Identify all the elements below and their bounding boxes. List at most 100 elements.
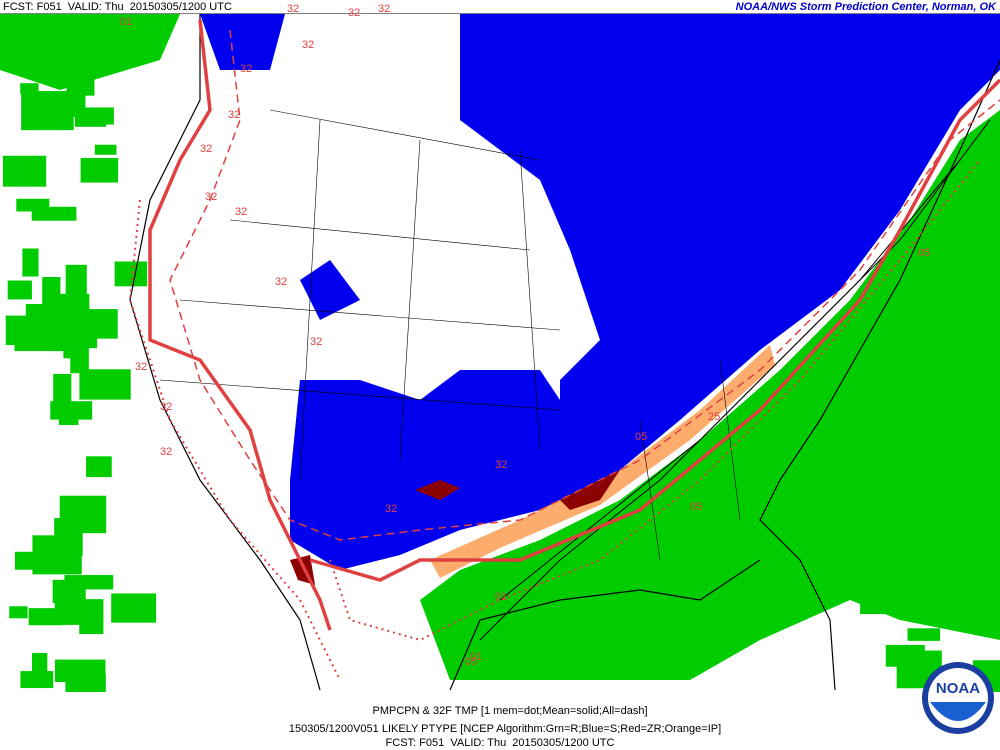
contour-label: 25 <box>708 411 720 423</box>
rain-patch <box>94 144 117 155</box>
rain-patch <box>2 155 47 187</box>
rain-patch <box>932 337 952 357</box>
header-left: FCST: F051 VALID: Thu 20150305/1200 UTC <box>3 1 232 13</box>
rain-patch <box>923 515 944 538</box>
snow-area <box>460 14 1000 470</box>
contour-label: 05 <box>690 501 702 513</box>
header-right: NOAA/NWS Storm Prediction Center, Norman… <box>736 1 997 13</box>
snow-area <box>200 14 285 70</box>
mean-32f-line <box>309 78 1000 582</box>
noaa-logo: NOAA <box>922 662 994 734</box>
rain-patch <box>20 83 39 94</box>
rain-patch <box>66 74 95 96</box>
logo-text: NOAA <box>936 680 980 697</box>
contour-label: 32 <box>240 63 252 75</box>
contour-label: 32 <box>275 276 287 288</box>
rain-patch <box>876 498 915 515</box>
contour-label: 05 <box>918 247 930 259</box>
contour-label: 32 <box>287 3 299 15</box>
rain-patch <box>900 384 932 396</box>
contour-label: 32 <box>348 7 360 19</box>
rain-patch <box>973 430 999 449</box>
rain-patch <box>865 301 914 341</box>
rain-patch <box>962 533 999 546</box>
freezing-lines <box>128 19 1000 681</box>
rain-patch <box>949 486 975 516</box>
rain-patch <box>983 495 1000 518</box>
all-32f-line <box>169 29 1000 541</box>
rain-patch <box>15 551 66 570</box>
rain-patch <box>63 321 84 359</box>
rain-patch <box>847 433 877 474</box>
rain-patch <box>32 652 48 674</box>
rain-patch <box>881 522 902 554</box>
rain-patch <box>904 554 959 592</box>
rain-patch <box>111 593 157 623</box>
rain-patch <box>967 585 1000 623</box>
coastline <box>449 559 761 691</box>
freezing-rain-area <box>560 470 620 510</box>
contour-label: 32 <box>135 361 147 373</box>
contour-label: 32 <box>385 503 397 515</box>
rain-patch <box>840 485 874 496</box>
rain-patch <box>929 354 972 386</box>
sleet-area <box>430 345 775 578</box>
snow-area <box>300 260 360 320</box>
coastline <box>129 14 321 691</box>
rain-patch <box>50 401 93 420</box>
contour-label: 32 <box>160 446 172 458</box>
contour-labels: 32 32 32 32 32 32 32 32 32 32 32 32 32 32 32 32 05 05 05 25… <box>120 3 930 668</box>
rain-patch <box>934 440 962 480</box>
contour-label: 32 <box>205 191 217 203</box>
rain-patch <box>9 606 28 619</box>
rain-patch <box>28 608 63 626</box>
rain-patch <box>74 113 107 127</box>
contour-label: 05 <box>635 431 647 443</box>
rain-patch <box>59 495 107 534</box>
rain-area <box>420 110 1000 680</box>
rain-patch <box>86 456 112 478</box>
freezing-rain-area <box>415 480 460 500</box>
rain-patch <box>79 369 131 400</box>
contour-label: 32 <box>200 143 212 155</box>
rain-patch <box>22 248 39 277</box>
footer-line: PMPCPN & 32F TMP [1 mem=dot;Mean=solid;A… <box>372 705 647 717</box>
rain-patch <box>881 434 910 449</box>
rain-area <box>0 14 180 90</box>
footer-line: 150305/1200V051 LIKELY PTYPE [NCEP Algor… <box>289 723 721 735</box>
logo-wave <box>930 702 986 721</box>
snow-area <box>290 370 620 570</box>
rain-patch <box>20 671 54 689</box>
rain-patch <box>842 417 883 430</box>
state-line <box>159 109 741 561</box>
rain-patch <box>964 367 994 391</box>
rain-patch <box>31 206 77 221</box>
coastline <box>759 59 1000 691</box>
contour-label: 32 <box>228 109 240 121</box>
contour-label: 32 <box>378 3 390 15</box>
rain-patch <box>907 628 941 641</box>
contour-label: 32 <box>235 206 247 218</box>
contour-label: 32 <box>302 39 314 51</box>
rain-patch <box>974 515 993 531</box>
precip-areas <box>0 14 1000 680</box>
header-bg <box>0 0 1000 13</box>
footer-line: FCST: F051 VALID: Thu 20150305/1200 UTC <box>386 737 615 749</box>
contour-label: 32 <box>310 336 322 348</box>
rain-patch <box>114 261 148 287</box>
mean-32f-line <box>148 19 332 631</box>
contour-label: 32 <box>160 401 172 413</box>
contour-label: 01 <box>470 651 482 663</box>
rain-patch <box>7 280 32 300</box>
contour-label: 05 <box>465 656 477 668</box>
rain-patch <box>65 264 87 299</box>
rain-patch <box>842 393 862 413</box>
footer-bg <box>0 692 1000 750</box>
rain-patch <box>79 599 104 635</box>
rain-patch <box>860 575 899 615</box>
rain-patch <box>64 575 114 590</box>
rain-patch <box>59 92 86 117</box>
contour-label: 01 <box>495 591 507 603</box>
rain-patch <box>80 157 119 183</box>
